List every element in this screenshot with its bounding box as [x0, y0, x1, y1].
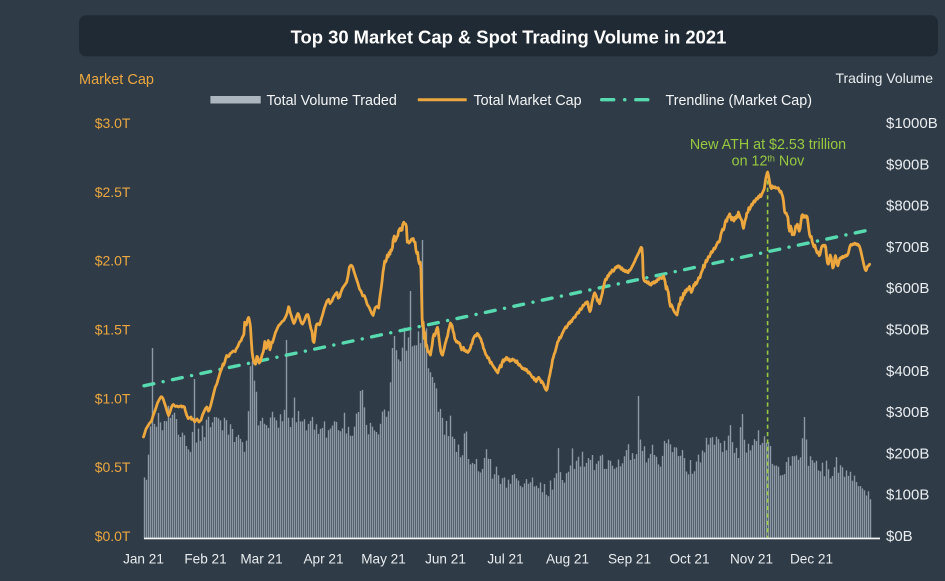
- svg-text:$1.5T: $1.5T: [95, 322, 131, 338]
- svg-text:$700B: $700B: [886, 239, 929, 256]
- svg-text:Trading Volume: Trading Volume: [835, 70, 933, 86]
- svg-text:Mar 21: Mar 21: [240, 552, 282, 567]
- svg-text:Feb 21: Feb 21: [184, 552, 226, 567]
- svg-text:Top 30 Market Cap & Spot Tradi: Top 30 Market Cap & Spot Trading Volume …: [291, 27, 727, 48]
- svg-text:$2.5T: $2.5T: [95, 184, 131, 200]
- svg-text:May 21: May 21: [361, 552, 406, 567]
- svg-text:Aug 21: Aug 21: [546, 552, 589, 567]
- svg-text:$100B: $100B: [886, 487, 929, 504]
- svg-text:$0B: $0B: [886, 528, 913, 545]
- svg-text:$0.5T: $0.5T: [95, 459, 131, 475]
- svg-text:Trendline (Market Cap): Trendline (Market Cap): [666, 93, 812, 109]
- svg-text:Nov 21: Nov 21: [730, 552, 773, 567]
- svg-text:$300B: $300B: [886, 404, 929, 421]
- svg-text:$0.0T: $0.0T: [95, 528, 131, 544]
- svg-text:Market Cap: Market Cap: [79, 72, 154, 88]
- svg-text:Oct 21: Oct 21: [669, 552, 709, 567]
- svg-text:Jun 21: Jun 21: [425, 552, 466, 567]
- svg-text:Jul 21: Jul 21: [487, 552, 523, 567]
- svg-text:$200B: $200B: [886, 445, 929, 462]
- svg-text:$1.0T: $1.0T: [95, 390, 131, 406]
- svg-text:$3.0T: $3.0T: [95, 115, 131, 131]
- svg-text:Total Volume Traded: Total Volume Traded: [267, 93, 397, 109]
- svg-text:New ATH at $2.53 trillion: New ATH at $2.53 trillion: [690, 137, 846, 153]
- svg-text:Apr 21: Apr 21: [303, 552, 343, 567]
- svg-text:$900B: $900B: [886, 156, 929, 173]
- svg-text:Dec 21: Dec 21: [790, 552, 833, 567]
- svg-text:$800B: $800B: [886, 198, 929, 215]
- svg-text:$2.0T: $2.0T: [95, 253, 131, 269]
- svg-text:$600B: $600B: [886, 280, 929, 297]
- svg-text:Sep 21: Sep 21: [608, 552, 651, 567]
- svg-text:on 12th Nov: on 12th Nov: [732, 153, 806, 169]
- svg-text:Jan 21: Jan 21: [123, 552, 164, 567]
- svg-text:Total Market Cap: Total Market Cap: [474, 93, 582, 109]
- svg-text:$400B: $400B: [886, 363, 929, 380]
- svg-text:$1000B: $1000B: [886, 115, 938, 132]
- svg-text:$500B: $500B: [886, 322, 929, 339]
